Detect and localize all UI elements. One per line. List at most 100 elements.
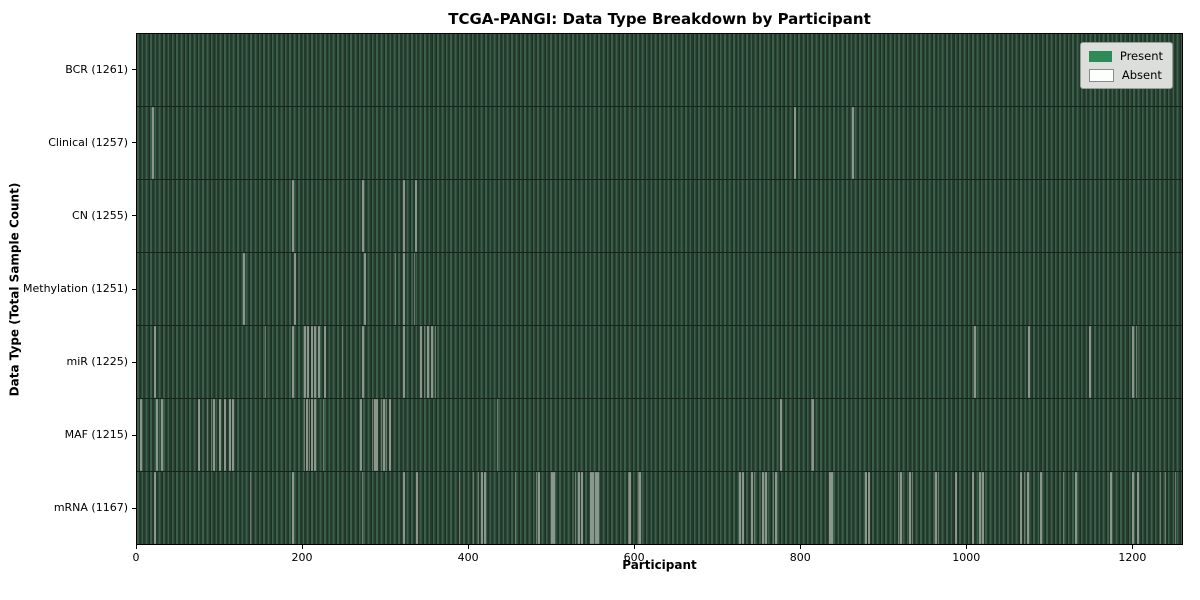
absent-stripe	[303, 399, 306, 471]
absent-stripe	[1027, 472, 1029, 544]
x-tick-mark	[966, 545, 968, 549]
absent-stripe	[909, 472, 911, 544]
absent-stripe	[1075, 472, 1077, 544]
absent-stripe	[376, 399, 379, 471]
absent-stripe	[900, 472, 902, 544]
absent-stripe	[362, 180, 365, 252]
plot-area: Present Absent	[136, 33, 1183, 545]
absent-stripe	[739, 472, 742, 544]
absent-stripe	[496, 399, 499, 471]
heatmap-row-miR	[137, 325, 1182, 398]
absent-stripe	[224, 399, 226, 471]
absent-stripe	[374, 399, 376, 471]
absent-stripe	[383, 399, 385, 471]
absent-swatch-icon	[1088, 68, 1114, 82]
legend: Present Absent	[1079, 42, 1173, 89]
absent-stripe	[385, 399, 388, 471]
x-tick-mark	[800, 545, 802, 549]
absent-stripe	[416, 472, 418, 544]
y-tick-mark	[132, 434, 136, 436]
absent-stripe	[318, 326, 321, 398]
absent-stripe	[1109, 472, 1112, 544]
x-tick-mark	[302, 545, 304, 549]
absent-stripe	[1089, 326, 1091, 398]
absent-stripe	[828, 472, 831, 544]
absent-stripe	[591, 472, 594, 544]
absent-stripe	[972, 472, 974, 544]
absent-stripe	[306, 326, 309, 398]
absent-stripe	[577, 472, 580, 544]
y-tick-mark	[132, 507, 136, 509]
x-tick-mark	[136, 545, 137, 549]
absent-stripe	[140, 399, 142, 471]
x-tick-mark	[1132, 545, 1134, 549]
absent-stripe	[420, 326, 423, 398]
absent-stripe	[291, 180, 294, 252]
absent-stripe	[341, 326, 344, 398]
absent-stripe	[637, 472, 640, 544]
absent-stripe	[228, 399, 232, 471]
absent-stripe	[935, 472, 937, 544]
absent-stripe	[394, 253, 397, 325]
absent-stripe	[595, 472, 597, 544]
absent-stripe	[812, 399, 815, 471]
heatmap-row-BCR	[137, 34, 1182, 106]
absent-stripe	[590, 472, 592, 544]
absent-stripe	[380, 399, 383, 471]
absent-stripe	[156, 399, 158, 471]
absent-stripe	[477, 472, 480, 544]
absent-stripe	[553, 472, 555, 544]
absent-stripe	[472, 472, 475, 544]
absent-stripe	[264, 326, 267, 398]
absent-stripe	[538, 472, 540, 544]
absent-stripe	[306, 399, 308, 471]
absent-stripe	[151, 107, 154, 179]
y-tick-mark	[132, 142, 136, 144]
absent-stripe	[403, 472, 405, 544]
absent-stripe	[371, 399, 374, 471]
x-tick-mark	[634, 545, 636, 549]
absent-stripe	[867, 472, 870, 544]
absent-stripe	[308, 399, 311, 471]
absent-stripe	[897, 472, 900, 544]
y-tick-mark	[132, 288, 136, 290]
absent-stripe	[831, 472, 834, 544]
absent-stripe	[403, 180, 405, 252]
absent-stripe	[243, 253, 245, 325]
absent-stripe	[596, 472, 599, 544]
absent-stripe	[775, 472, 777, 544]
x-tick-label: 600	[623, 551, 645, 564]
absent-stripe	[219, 399, 221, 471]
absent-stripe	[753, 472, 756, 544]
absent-stripe	[1137, 472, 1139, 544]
present-swatch-icon	[1088, 50, 1112, 62]
x-axis-label: Participant	[622, 558, 697, 572]
row-label-miR: miR (1225)	[66, 355, 129, 369]
x-axis-ticks: 0 200 400 600 800 1000 1200	[133, 545, 1183, 565]
absent-stripe	[852, 107, 854, 179]
x-tick-label: 800	[789, 551, 811, 564]
absent-stripe	[772, 472, 775, 544]
absent-stripe	[1164, 472, 1167, 544]
absent-stripe	[1174, 472, 1177, 544]
absent-stripe	[794, 107, 796, 179]
absent-stripe	[1132, 326, 1134, 398]
absent-stripe	[359, 399, 362, 471]
heatmap-row-CN	[137, 179, 1182, 252]
absent-stripe	[551, 472, 553, 544]
absent-stripe	[427, 326, 429, 398]
heatmap-row-Methylation	[137, 252, 1182, 325]
absent-stripe	[362, 326, 364, 398]
absent-stripe	[232, 399, 234, 471]
heatmap-row-MAF	[137, 398, 1182, 471]
absent-stripe	[954, 472, 957, 544]
absent-stripe	[154, 326, 156, 398]
absent-stripe	[314, 326, 316, 398]
absent-stripe	[206, 399, 209, 471]
absent-stripe	[1159, 472, 1162, 544]
absent-stripe	[751, 472, 753, 544]
absent-stripe	[304, 326, 307, 398]
legend-item-present: Present	[1088, 49, 1163, 63]
absent-stripe	[629, 472, 631, 544]
row-label-MAF: MAF (1215)	[64, 428, 128, 442]
